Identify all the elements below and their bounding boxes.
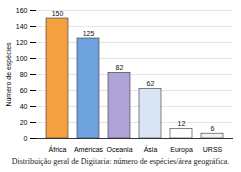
svg-text:6: 6 xyxy=(211,125,215,132)
svg-text:80: 80 xyxy=(20,71,28,78)
svg-text:0: 0 xyxy=(24,135,28,142)
svg-text:12: 12 xyxy=(178,120,186,127)
svg-text:Américas: Américas xyxy=(74,146,104,153)
svg-text:Europa: Europa xyxy=(170,146,193,154)
svg-text:160: 160 xyxy=(16,7,28,14)
html-text:Distribuição geral de Digitari: Distribuição geral de Digitaria: número … xyxy=(11,157,230,166)
svg-text:Ásia: Ásia xyxy=(144,145,158,153)
svg-text:URSS: URSS xyxy=(203,146,223,153)
svg-text:Número de espécies: Número de espécies xyxy=(5,42,13,107)
svg-text:120: 120 xyxy=(16,39,28,46)
svg-text:140: 140 xyxy=(16,23,28,30)
svg-text:Oceania: Oceania xyxy=(106,146,132,153)
svg-text:20: 20 xyxy=(20,119,28,126)
svg-text:África: África xyxy=(49,145,67,153)
svg-text:100: 100 xyxy=(16,55,28,62)
svg-text:150: 150 xyxy=(52,10,64,17)
svg-text:62: 62 xyxy=(147,80,155,87)
svg-text:82: 82 xyxy=(116,64,124,71)
svg-text:60: 60 xyxy=(20,87,28,94)
svg-text:125: 125 xyxy=(83,30,95,37)
svg-text:40: 40 xyxy=(20,103,28,110)
